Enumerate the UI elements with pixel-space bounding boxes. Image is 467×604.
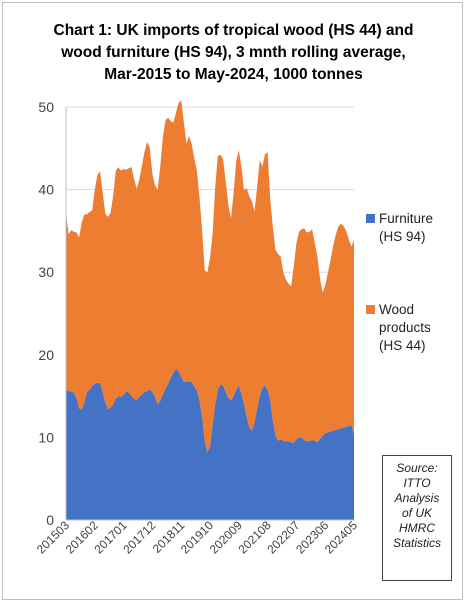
legend-item-furniture: Furniture (HS 94) [366,210,433,246]
plot-areas [66,100,354,520]
x-tick-labels: 2015032016022017012017122018112019102020… [34,518,360,556]
y-tick-label: 30 [38,264,54,280]
source-line: ITTO [403,476,431,490]
legend-swatch-wood-products [366,305,375,314]
y-tick-label: 0 [46,512,54,528]
legend-label: (HS 44) [379,338,426,353]
y-tick-label: 20 [38,347,54,363]
chart-title-line: Chart 1: UK imports of tropical wood (HS… [53,22,414,39]
axes [65,107,354,521]
area-wood-products [66,100,354,453]
source-line: Statistics [392,536,441,550]
source-line: of UK [401,506,432,520]
x-tick-label: 202405 [322,518,360,556]
source-line: Source: [396,461,438,475]
source-line: HMRC [399,521,435,535]
chart-title: Chart 1: UK imports of tropical wood (HS… [0,20,467,86]
y-tick-labels: 0 10 20 30 40 50 [38,99,54,528]
legend-label: Wood [379,302,415,317]
source-line: Analysis [394,491,440,505]
legend-label: Furniture [379,211,434,226]
legend-swatch-furniture [366,214,375,223]
chart-title-line: Mar-2015 to May-2024, 1000 tonnes [104,66,363,83]
legend-label: products [379,320,431,335]
legend-label: (HS 94) [379,229,426,244]
chart-title-line: wood furniture (HS 94), 3 mnth rolling a… [61,44,406,61]
legend-item-wood-products: Wood products (HS 44) [366,301,431,355]
y-tick-label: 50 [38,99,54,115]
x-tick-label: 201712 [120,518,158,556]
y-tick-label: 10 [38,429,54,445]
source-box: Source: ITTO Analysis of UK HMRC Statist… [382,455,452,581]
y-tick-label: 40 [38,182,54,198]
area-furniture [66,368,354,520]
